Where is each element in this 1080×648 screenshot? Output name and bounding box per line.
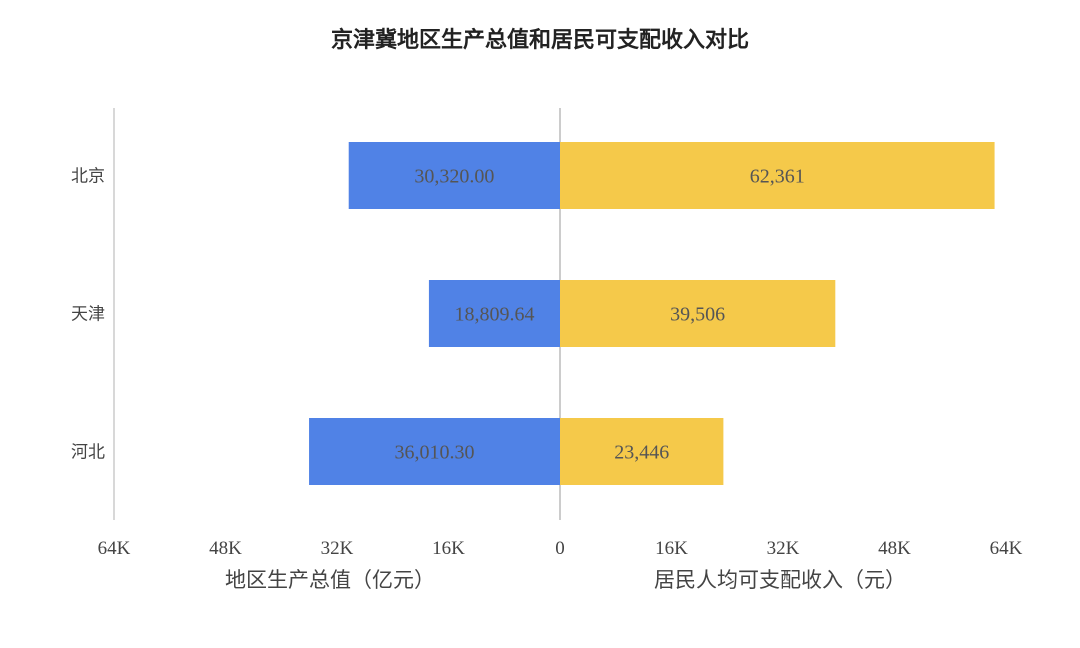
left-tick-1: 48K bbox=[209, 538, 242, 559]
category-label-1: 天津 bbox=[71, 305, 105, 325]
right-tick-2: 48K bbox=[878, 538, 911, 559]
axis-ticks: 64K 48K 32K 16K 0 16K 32K 48K 64K bbox=[98, 538, 1023, 559]
left-tick-0: 64K bbox=[98, 538, 131, 559]
right-tick-0: 16K bbox=[655, 538, 688, 559]
data-label-right-1: 39,506 bbox=[670, 304, 725, 326]
bars-group: 30,320.00 62,361 18,809.64 39,506 36,010.30 2… bbox=[309, 142, 995, 485]
data-label-right-2: 23,446 bbox=[614, 442, 669, 464]
data-label-right-0: 62,361 bbox=[750, 166, 805, 188]
center-tick: 0 bbox=[555, 538, 565, 559]
left-tick-3: 16K bbox=[432, 538, 465, 559]
bar-left-0 bbox=[348, 142, 560, 209]
category-label-2: 河北 bbox=[71, 443, 105, 463]
category-label-0: 北京 bbox=[71, 167, 105, 187]
data-label-left-1: 18,809.64 bbox=[454, 304, 534, 326]
left-tick-2: 32K bbox=[321, 538, 354, 559]
bar-left-1 bbox=[428, 280, 560, 347]
bar-right-0 bbox=[560, 142, 995, 209]
data-label-left-2: 36,010.30 bbox=[395, 442, 475, 464]
bar-right-1 bbox=[560, 280, 836, 347]
bar-right-2 bbox=[560, 418, 724, 485]
data-label-left-0: 30,320.00 bbox=[414, 166, 494, 188]
left-axis-title: 地区生产总值（亿元） bbox=[225, 568, 435, 592]
chart-title: 京津冀地区生产总值和居民可支配收入对比 bbox=[330, 28, 749, 53]
right-tick-3: 64K bbox=[990, 538, 1023, 559]
right-tick-1: 32K bbox=[767, 538, 800, 559]
bar-left-2 bbox=[309, 418, 560, 485]
right-axis-title: 居民人均可支配收入（元） bbox=[654, 568, 906, 592]
